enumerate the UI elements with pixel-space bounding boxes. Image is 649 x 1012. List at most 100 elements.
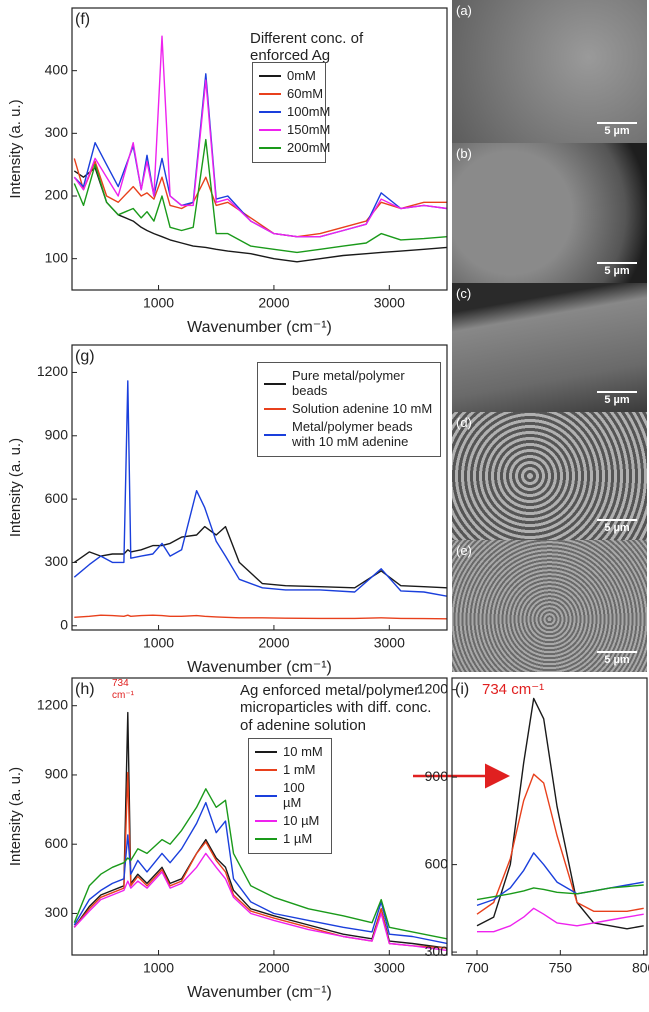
scale-bar: 5 µm <box>597 391 637 406</box>
legend-entry: Solution adenine 10 mM <box>264 402 434 417</box>
legend-label: 10 µM <box>283 814 319 829</box>
y-tick-label: 300 <box>45 904 69 920</box>
legend-entry: 1 µM <box>255 832 325 847</box>
scale-bar: 5 µm <box>597 122 637 137</box>
legend-entry: 100mM <box>259 105 319 120</box>
x-tick-label: 1000 <box>143 635 174 651</box>
y-tick-label: 1200 <box>37 696 68 712</box>
annotation: Ag enforced metal/polymer microparticles… <box>240 682 440 734</box>
sem-image: (e) 5 µm <box>452 540 647 673</box>
x-tick-label: 1000 <box>143 960 174 976</box>
x-axis-label: Wavenumber (cm⁻¹) <box>187 319 332 336</box>
panel-label: (h) <box>75 681 95 698</box>
annotation: 734 cm⁻¹ <box>112 678 146 701</box>
y-axis-label: Intensity (a. u.) <box>7 99 24 198</box>
legend-swatch <box>255 769 277 771</box>
y-tick-label: 300 <box>45 124 69 140</box>
legend-label: 100mM <box>287 105 330 120</box>
x-tick-label: 750 <box>549 960 573 976</box>
sem-image: (c) 5 µm <box>452 283 647 413</box>
legend-swatch <box>255 751 277 753</box>
y-tick-label: 600 <box>425 855 449 871</box>
legend-title: Different conc. of enforced Ag <box>250 30 370 65</box>
legend-entry: 10 µM <box>255 814 325 829</box>
sem-image: (d)5 µm <box>452 412 647 541</box>
legend-label: 1 mM <box>283 763 316 778</box>
legend-swatch <box>259 111 281 113</box>
legend-label: 200mM <box>287 141 330 156</box>
panel-label: (f) <box>75 11 90 28</box>
x-tick-label: 2000 <box>258 960 289 976</box>
x-tick-label: 3000 <box>374 295 405 311</box>
panel-label: (e) <box>456 543 472 558</box>
y-tick-label: 300 <box>425 943 449 959</box>
legend-swatch <box>259 93 281 95</box>
x-tick-label: 1000 <box>143 295 174 311</box>
x-tick-label: 700 <box>465 960 489 976</box>
legend-swatch <box>264 434 286 436</box>
legend-label: Solution adenine 10 mM <box>292 402 432 417</box>
y-tick-label: 900 <box>45 426 69 442</box>
y-tick-label: 300 <box>45 553 69 569</box>
legend-swatch <box>264 408 286 410</box>
x-tick-label: 3000 <box>374 960 405 976</box>
panel-label: (a) <box>456 3 472 18</box>
x-tick-label: 2000 <box>258 635 289 651</box>
panel-label: (g) <box>75 348 95 365</box>
legend-swatch <box>259 75 281 77</box>
panel-label: (c) <box>456 286 471 301</box>
y-tick-label: 1200 <box>37 363 68 379</box>
legend-swatch <box>255 838 277 840</box>
legend-swatch <box>264 383 286 385</box>
x-axis-label: Wavenumber (cm⁻¹) <box>187 659 332 676</box>
y-tick-label: 200 <box>45 187 69 203</box>
legend-entry: 0mM <box>259 69 319 84</box>
legend-swatch <box>259 129 281 131</box>
y-axis-label: Intensity (a. u.) <box>7 767 24 866</box>
legend-entry: 60mM <box>259 87 319 102</box>
y-tick-label: 900 <box>45 766 69 782</box>
legend-label: 60mM <box>287 87 323 102</box>
series-line <box>74 615 447 619</box>
x-axis-label: Wavenumber (cm⁻¹) <box>187 984 332 1001</box>
sem-image: (a) 5 µm <box>452 0 647 144</box>
y-tick-label: 600 <box>45 835 69 851</box>
plot-frame <box>452 678 647 955</box>
legend-swatch <box>259 147 281 149</box>
legend: Pure metal/polymer beads Solution adenine… <box>257 362 441 457</box>
y-tick-label: 600 <box>45 490 69 506</box>
sem-image: (b) 5 µm <box>452 143 647 284</box>
figure: 100020003000100200300400(f)Wavenumber (c… <box>0 0 649 1012</box>
legend-entry: 100 µM <box>255 781 325 811</box>
x-tick-label: 3000 <box>374 635 405 651</box>
y-tick-label: 100 <box>45 249 69 265</box>
panel-label: (d) <box>456 415 472 430</box>
legend-label: Pure metal/polymer beads <box>292 369 434 399</box>
legend: 10 mM 1 mM 100 µM 10 µM 1 µM <box>248 738 332 854</box>
legend-entry: 10 mM <box>255 745 325 760</box>
y-tick-label: 900 <box>425 768 449 784</box>
legend-entry: 1 mM <box>255 763 325 778</box>
legend-swatch <box>255 820 277 822</box>
y-axis-label: Intensity (a. u.) <box>7 438 24 537</box>
legend-entry: Pure metal/polymer beads <box>264 369 434 399</box>
legend-entry: Metal/polymer beads with 10 mM adenine <box>264 420 434 450</box>
legend-label: 150mM <box>287 123 330 138</box>
panel-label: (b) <box>456 146 472 161</box>
legend-label: Metal/polymer beads with 10 mM adenine <box>292 420 434 450</box>
y-tick-label: 400 <box>45 61 69 77</box>
scale-bar: 5 µm <box>597 262 637 277</box>
legend-label: 10 mM <box>283 745 323 760</box>
x-tick-label: 2000 <box>258 295 289 311</box>
y-tick-label: 0 <box>60 616 68 632</box>
legend-entry: 150mM <box>259 123 319 138</box>
annotation: 734 cm⁻¹ <box>482 681 602 698</box>
legend-swatch <box>255 795 277 797</box>
legend-label: 100 µM <box>283 781 325 811</box>
legend-label: 0mM <box>287 69 316 84</box>
scale-bar: 5 µm <box>597 651 637 666</box>
panel-label: (i) <box>455 681 469 698</box>
x-tick-label: 800 <box>632 960 649 976</box>
legend-label: 1 µM <box>283 832 312 847</box>
